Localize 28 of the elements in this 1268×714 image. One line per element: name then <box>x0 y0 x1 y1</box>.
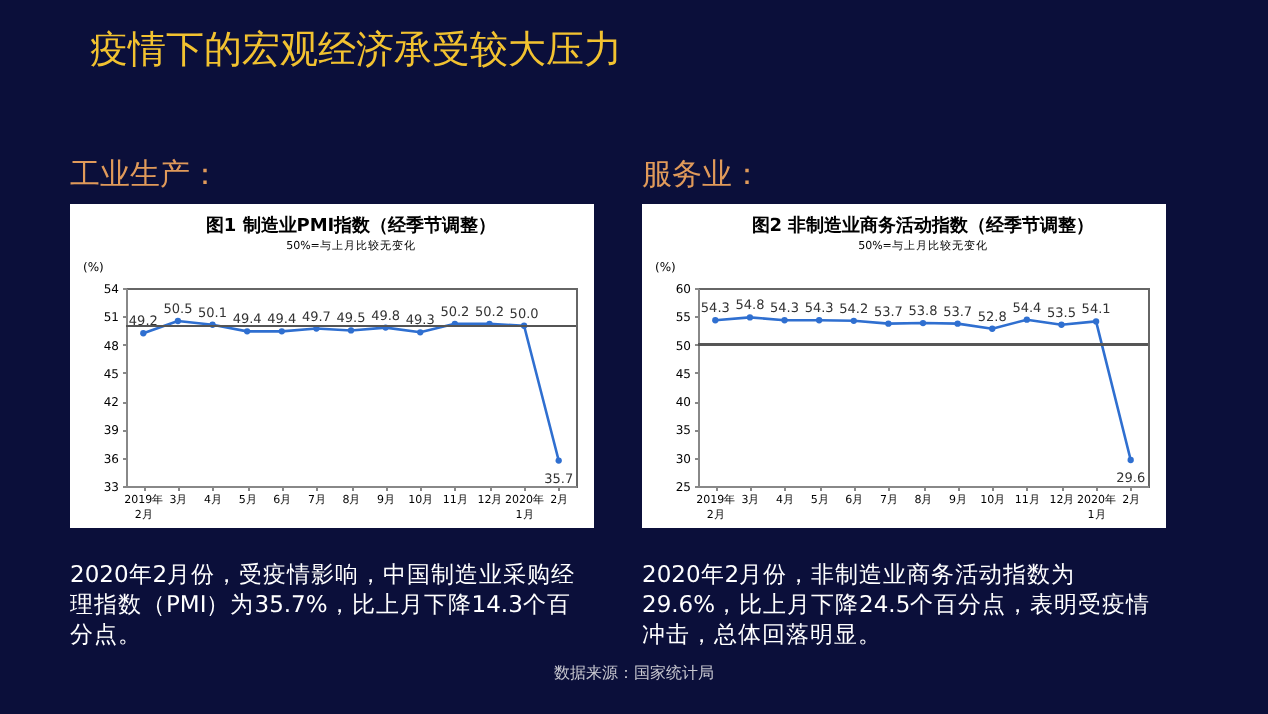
point <box>1127 456 1134 464</box>
chart-title: 图2 非制造业商务活动指数（经季节调整） <box>751 215 1095 237</box>
point <box>919 319 927 327</box>
text: 工业生产： <box>70 156 222 196</box>
point <box>278 328 285 335</box>
point <box>815 317 823 324</box>
point <box>174 317 182 325</box>
point <box>989 325 996 332</box>
point <box>954 320 961 327</box>
point <box>243 328 251 335</box>
point <box>1023 316 1031 323</box>
point <box>140 330 147 337</box>
point <box>712 317 719 324</box>
text: 服务业： <box>642 156 764 196</box>
text: 疫情下的宏观经济承受较大压力 <box>90 26 622 76</box>
point <box>417 329 424 336</box>
text: 2020年2月份，非制造业商务活动指数为29.6%，比上月下降24.5个百分点，表明受疫情冲击，总体回落明显。 <box>642 560 1153 650</box>
point <box>555 457 562 464</box>
chart-title: 图1 制造业PMI指数（经季节调整） <box>205 215 497 237</box>
point <box>781 317 788 324</box>
text: 2020年2月份，受疫情影响，中国制造业采购经理指数（PMI）为35.7%，比上月下降14.3个百分点。 <box>70 560 578 650</box>
point <box>1092 318 1100 325</box>
point <box>746 314 754 321</box>
point <box>1058 321 1065 328</box>
point <box>850 317 857 324</box>
point <box>347 327 355 334</box>
source-note: 数据来源：国家统计局 <box>552 662 716 684</box>
point <box>885 320 892 327</box>
